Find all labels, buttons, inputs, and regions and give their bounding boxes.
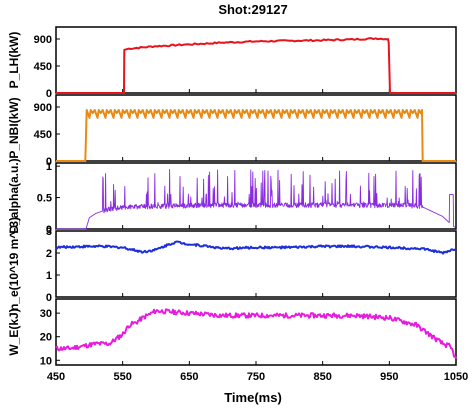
y-tick-label: 0 [46,156,52,168]
y-tick-label: 2 [46,248,52,260]
y-axis-label: n_e(10^19 m^-3) [7,217,21,311]
y-tick-label: 900 [34,102,52,114]
y-tick-label: 10 [40,355,52,367]
series-line [56,37,456,94]
x-tick-label: 550 [113,371,131,383]
y-tick-label: 450 [34,129,52,141]
y-tick-label: 450 [34,61,52,73]
y-axis-label: P_LH(kW) [7,32,21,89]
y-tick-label: 3 [46,226,52,238]
y-tick-label: 20 [40,332,52,344]
y-tick-label: 1 [46,161,52,173]
series-line [55,308,457,360]
y-axis-label: W_E(kJ) [7,308,21,355]
series-line [55,240,457,255]
panel-frame [55,26,457,94]
x-tick-label: 450 [47,371,65,383]
y-tick-label: 0 [46,292,52,304]
y-tick-label: 0 [46,88,52,100]
panel-frame [55,230,457,298]
y-tick-label: 0 [46,224,52,236]
chart-title: Shot:29127 [218,2,287,17]
y-axis-label: P_NBI(kW) [7,97,21,158]
x-axis-label: Time(ms) [224,390,282,405]
x-tick-label: 750 [247,371,265,383]
y-axis-label: D_alpha(a.u.) [7,158,21,233]
x-tick-label: 650 [180,371,198,383]
y-tick-label: 0.5 [37,193,52,205]
x-tick-label: 950 [380,371,398,383]
panel-frame [55,298,457,366]
panel-frame [55,94,457,162]
series-line [55,168,456,230]
series-line [56,109,456,162]
panels: 0 450 900 P_LH(kW) 0 450 900 P_NBI(kW) 0 0.5 1 D_al… [7,26,468,383]
y-tick-label: 900 [34,34,52,46]
x-tick-label: 850 [313,371,331,383]
x-tick-label: 1050 [444,371,468,383]
y-tick-label: 1 [46,270,52,282]
y-tick-label: 30 [40,308,52,320]
